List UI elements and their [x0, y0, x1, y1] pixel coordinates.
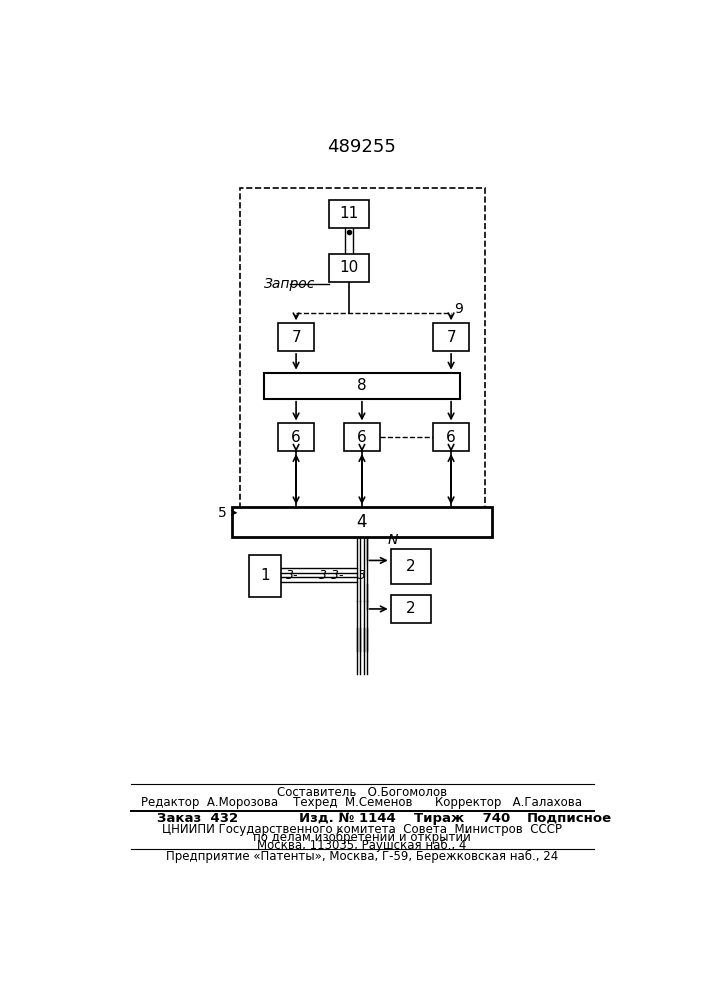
Text: 6: 6 [291, 430, 301, 445]
Bar [433, 323, 469, 351]
Text: 6: 6 [446, 430, 456, 445]
Text: Тираж    740: Тираж 740 [414, 812, 510, 825]
Bar [279, 323, 314, 351]
Text: 1: 1 [260, 568, 270, 583]
Text: Москва, 113035, Раушская наб., 4: Москва, 113035, Раушская наб., 4 [257, 839, 467, 852]
Text: N: N [387, 533, 398, 547]
Bar [232, 507, 492, 537]
Bar [264, 373, 460, 399]
Bar [329, 254, 369, 282]
Text: Подписное: Подписное [526, 812, 612, 825]
Text: 4: 4 [357, 513, 367, 531]
Bar [240, 188, 485, 523]
Text: 6: 6 [357, 430, 367, 445]
Text: 3 3-: 3 3- [320, 569, 344, 582]
Text: Заказ  432: Заказ 432 [156, 812, 238, 825]
Text: 489255: 489255 [327, 138, 397, 156]
Bar [249, 555, 281, 597]
Text: Предприятие «Патенты», Москва, Г-59, Бережковская наб., 24: Предприятие «Патенты», Москва, Г-59, Бер… [166, 850, 558, 863]
Text: 2: 2 [406, 601, 416, 616]
Text: 8: 8 [357, 378, 367, 393]
Bar [433, 423, 469, 451]
Text: Редактор  А.Морозова    Техред  М.Семенов      Корректор   А.Галахова: Редактор А.Морозова Техред М.Семенов Кор… [141, 796, 583, 809]
Bar [329, 200, 369, 228]
Text: 11: 11 [339, 206, 358, 221]
Text: 5: 5 [218, 506, 226, 520]
Bar [391, 549, 431, 584]
Bar [279, 423, 314, 451]
Bar [344, 423, 380, 451]
Text: 3: 3 [358, 569, 366, 582]
Text: Запрос: Запрос [264, 277, 315, 291]
Text: 9: 9 [454, 302, 463, 316]
Text: 7: 7 [291, 330, 301, 345]
Bar [391, 595, 431, 623]
Text: 2: 2 [406, 559, 416, 574]
Text: Изд. № 1144: Изд. № 1144 [299, 812, 396, 825]
Text: ЦНИИПИ Государственного комитета  Совета  Министров  СССР: ЦНИИПИ Государственного комитета Совета … [162, 823, 562, 836]
Text: 7: 7 [446, 330, 456, 345]
Text: Составитель   О.Богомолов: Составитель О.Богомолов [277, 786, 447, 799]
Text: 3-: 3- [286, 569, 298, 582]
Text: 10: 10 [339, 260, 358, 275]
Text: по делам изобретений и открытий: по делам изобретений и открытий [253, 831, 471, 844]
